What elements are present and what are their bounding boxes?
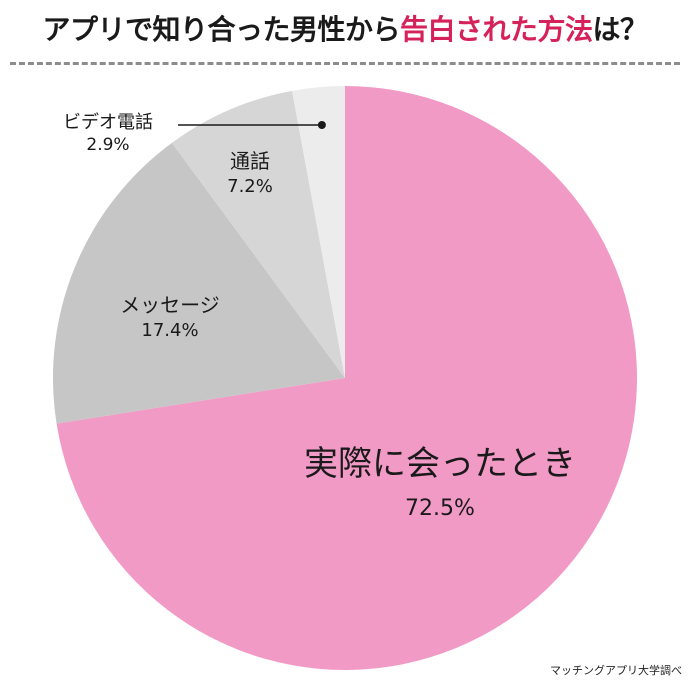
slice-label-call: 通話 [230, 149, 270, 173]
chart-title: アプリで知り合った男性から告白された方法は？ [0, 8, 690, 48]
slice-label-message: メッセージ [120, 293, 220, 317]
pie-slice-video-call [292, 86, 345, 378]
pie-slice-message [52, 142, 345, 424]
title-accent: 告白された方法 [399, 13, 593, 46]
pie-slice-call [171, 90, 345, 379]
slice-value-call: 7.2% [227, 176, 273, 197]
slice-value-video-call: 2.9% [86, 135, 129, 155]
leader-dot-video-call [317, 121, 326, 130]
title-suffix: は？ [592, 13, 649, 46]
pie-slice-meet [56, 86, 637, 670]
slice-label-meet: 実際に会ったとき [304, 444, 576, 484]
slice-value-meet: 72.5% [405, 496, 475, 521]
source-credit: マッチングアプリ大学調べ [550, 664, 682, 677]
title-prefix: アプリで知り合った男性から [42, 13, 400, 46]
slice-label-video-call: ビデオ電話 [63, 112, 153, 133]
title-divider [10, 62, 680, 65]
slice-value-message: 17.4% [141, 320, 198, 341]
